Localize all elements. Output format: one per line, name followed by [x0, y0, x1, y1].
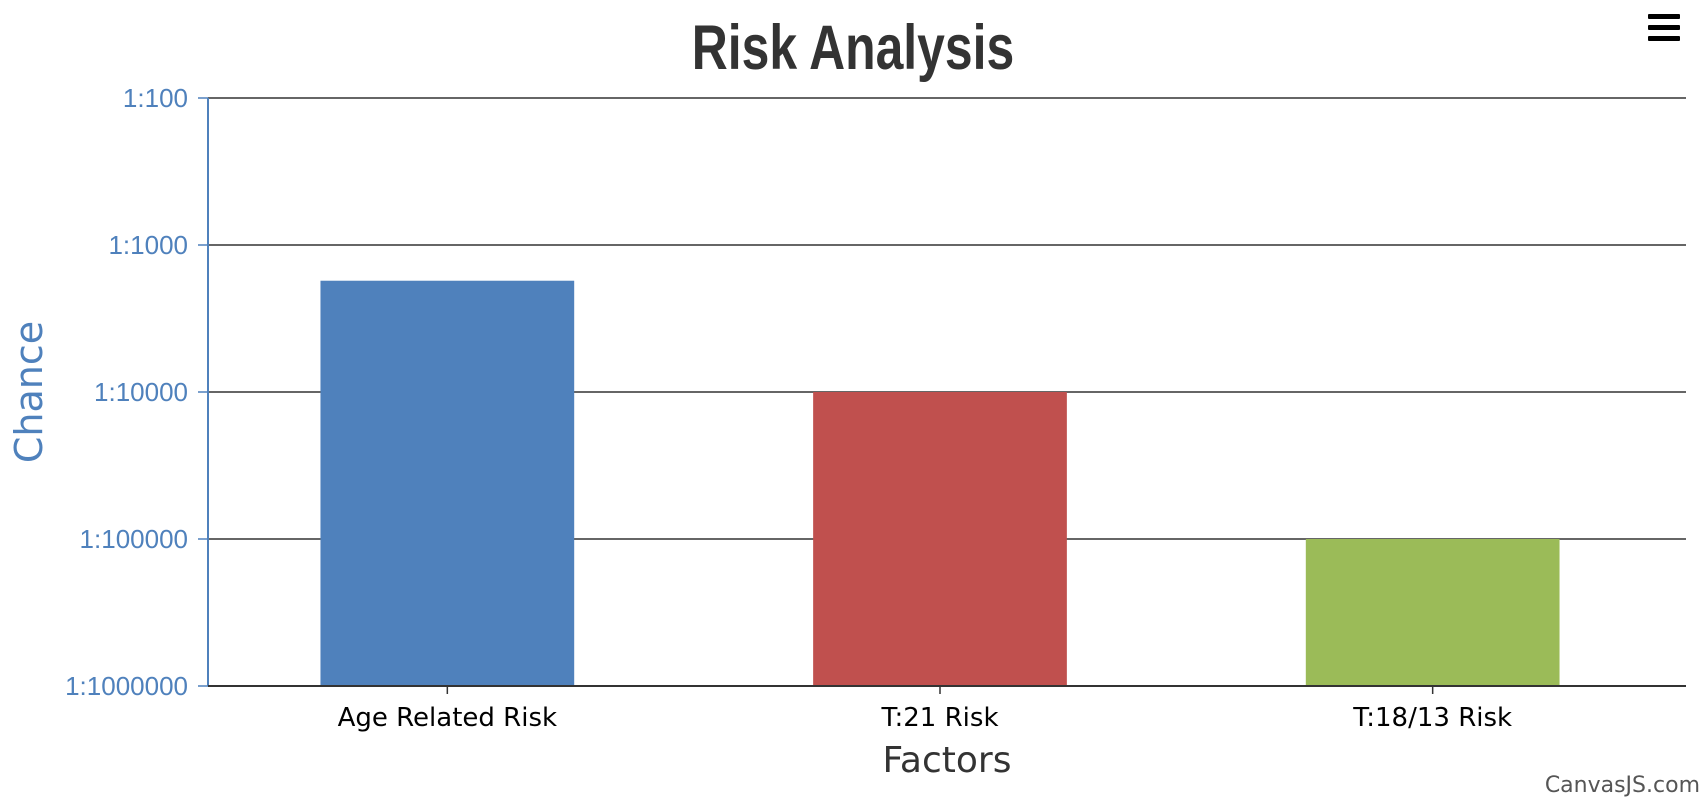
x-tick-labels: Age Related Risk T:21 Risk T:18/13 Risk	[338, 703, 1512, 733]
y-tick-label: 1:10000	[94, 377, 188, 407]
y-tick-label: 1:100	[123, 83, 188, 113]
y-tick-labels: 1:100 1:1000 1:10000 1:100000 1:1000000	[65, 83, 188, 701]
credit-link[interactable]: CanvasJS.com	[1544, 773, 1700, 798]
x-axis-title: Factors	[883, 740, 1012, 781]
y-axis-title: Chance	[7, 321, 51, 463]
hamburger-menu-icon[interactable]	[1644, 12, 1684, 52]
menu-bar	[1648, 36, 1680, 41]
y-tick-label: 1:1000	[108, 230, 188, 260]
x-tick-label: T:18/13 Risk	[1352, 703, 1512, 733]
bar-1	[320, 280, 575, 686]
chart-title: Risk Analysis	[692, 13, 1014, 83]
x-tick-label: T:21 Risk	[880, 703, 998, 733]
x-tick-label: Age Related Risk	[338, 703, 557, 733]
axes	[198, 97, 1686, 694]
bars	[320, 280, 1560, 686]
menu-bar	[1648, 25, 1680, 30]
menu-bar	[1648, 14, 1680, 19]
bar-2	[813, 392, 1067, 686]
y-tick-label: 1:1000000	[65, 671, 188, 701]
y-tick-label: 1:100000	[80, 524, 188, 554]
bar-3	[1305, 539, 1560, 686]
